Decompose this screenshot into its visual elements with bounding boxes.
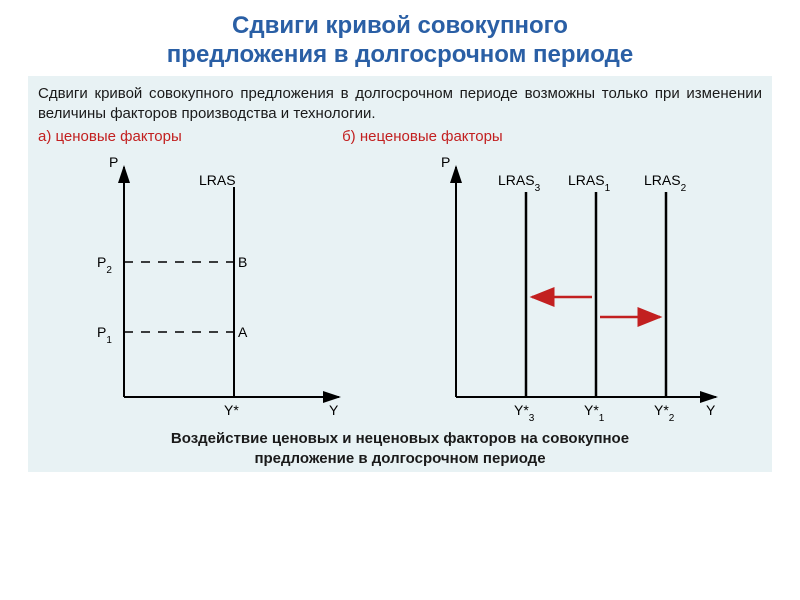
svg-text:P: P: [441, 154, 450, 170]
charts-row: P LRAS P1 P2 A B Y* Y P LRAS3 LRAS1 LRAS2 Y*3 Y*1 Y*2…: [38, 147, 762, 427]
svg-text:LRAS2: LRAS2: [644, 172, 687, 194]
svg-text:Y*: Y*: [224, 402, 239, 418]
svg-text:LRAS: LRAS: [199, 172, 236, 188]
svg-text:LRAS1: LRAS1: [568, 172, 611, 194]
caption-line1: Воздействие ценовых и неценовых факторов…: [171, 430, 629, 447]
chart-a-cell: P LRAS P1 P2 A B Y* Y: [38, 147, 400, 427]
title-line2: предложения в долгосрочном периоде: [167, 41, 633, 68]
chart-b-cell: P LRAS3 LRAS1 LRAS2 Y*3 Y*1 Y*2 Y: [400, 147, 762, 427]
svg-text:A: A: [238, 324, 248, 340]
svg-text:Y*2: Y*2: [654, 402, 675, 424]
svg-text:P: P: [109, 154, 118, 170]
svg-text:Y*1: Y*1: [584, 402, 605, 424]
title-line1: Сдвиги кривой совокупного: [232, 12, 568, 39]
caption-line2: предложение в долгосрочном периоде: [254, 450, 545, 467]
factor-a: а) ценовые факторы: [38, 128, 342, 145]
svg-text:Y*3: Y*3: [514, 402, 535, 424]
content-box: Сдвиги кривой совокупного предложения в …: [28, 76, 772, 473]
svg-text:P2: P2: [97, 254, 112, 276]
caption: Воздействие ценовых и неценовых факторов…: [38, 429, 762, 468]
body-text: Сдвиги кривой совокупного предложения в …: [38, 84, 762, 125]
svg-text:P1: P1: [97, 324, 112, 346]
svg-text:Y: Y: [329, 402, 339, 418]
svg-text:Y: Y: [706, 402, 716, 418]
svg-text:B: B: [238, 254, 247, 270]
svg-text:LRAS3: LRAS3: [498, 172, 541, 194]
factor-b: б) неценовые факторы: [342, 128, 762, 145]
factors-row: а) ценовые факторы б) неценовые факторы: [38, 128, 762, 145]
chart-b: P LRAS3 LRAS1 LRAS2 Y*3 Y*1 Y*2 Y: [416, 147, 746, 427]
slide-title: Сдвиги кривой совокупного предложения в …: [28, 12, 772, 70]
chart-a: P LRAS P1 P2 A B Y* Y: [69, 147, 369, 427]
